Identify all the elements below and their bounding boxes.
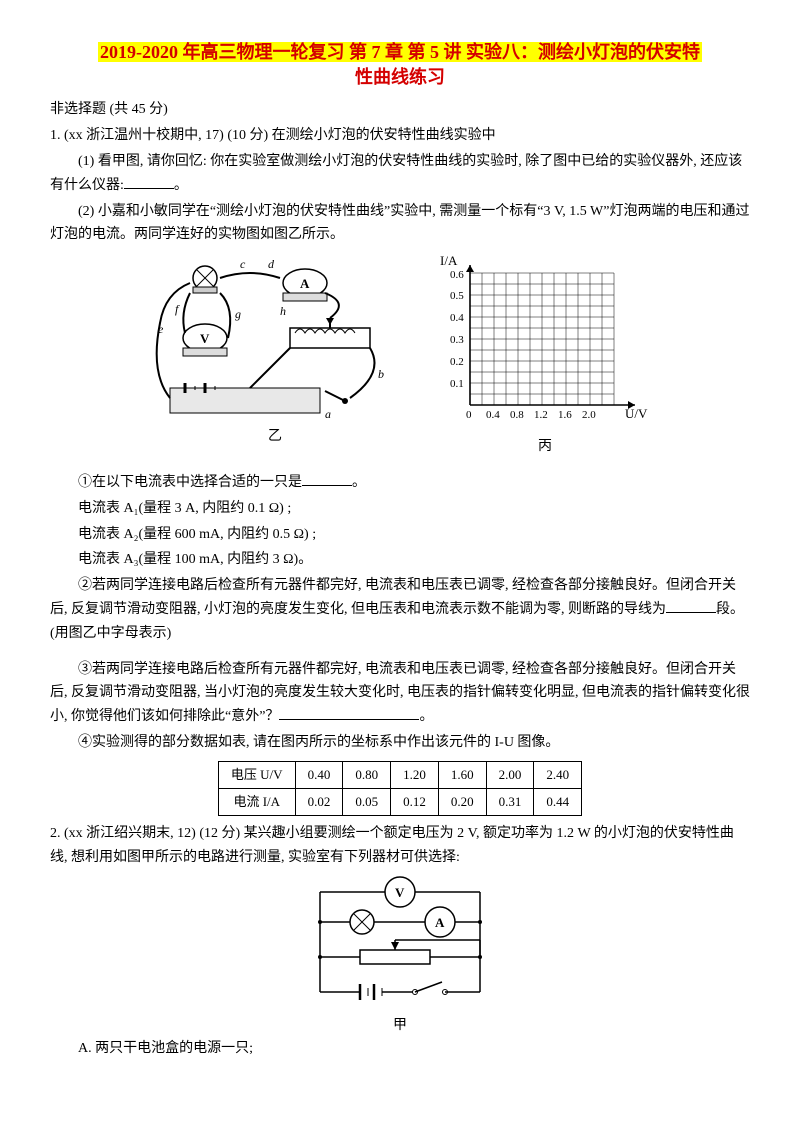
table-cell: 1.60 — [438, 761, 486, 788]
section-heading: 非选择题 (共 45 分) — [50, 98, 750, 122]
q1-s4: ④实验测得的部分数据如表, 请在图丙所示的坐标系中作出该元件的 I-U 图像。 — [50, 731, 750, 755]
chart-bing-svg: I/A — [440, 253, 650, 433]
svg-text:V: V — [395, 885, 405, 900]
q2-optA: A. 两只干电池盒的电源一只; — [50, 1037, 750, 1061]
svg-text:0.6: 0.6 — [450, 269, 464, 281]
q1-p1-end: 。 — [174, 178, 188, 193]
figure-row-1: e c d A V f g — [50, 253, 750, 459]
svg-text:b: b — [378, 367, 384, 381]
fig-jia-caption: 甲 — [50, 1014, 750, 1038]
svg-text:A: A — [300, 276, 310, 291]
q1-a2: 电流表 A₂(量程 600 mA, 内阻约 0.5 Ω) ; — [50, 523, 750, 547]
svg-text:V: V — [200, 331, 210, 346]
q1-s1-text: ①在以下电流表中选择合适的一只是 — [78, 475, 302, 490]
figure-yi: e c d A V f g — [150, 253, 400, 449]
svg-text:d: d — [268, 257, 275, 271]
data-table: 电压 U/V 0.40 0.80 1.20 1.60 2.00 2.40 电流 … — [218, 761, 582, 816]
q1-a1: 电流表 A₁(量程 3 A, 内阻约 0.1 Ω) ; — [50, 497, 750, 521]
table-cell: 0.20 — [438, 788, 486, 815]
table-cell: 0.05 — [343, 788, 391, 815]
table-cell: 电压 U/V — [218, 761, 295, 788]
table-cell: 0.31 — [486, 788, 534, 815]
table-cell: 1.20 — [391, 761, 439, 788]
q2-stem: 2. (xx 浙江绍兴期末, 12) (12 分) 某兴趣小组要测绘一个额定电压… — [50, 822, 750, 870]
svg-text:0.4: 0.4 — [450, 312, 464, 324]
table-cell: 2.00 — [486, 761, 534, 788]
table-cell: 0.02 — [295, 788, 343, 815]
table-cell: 电流 I/A — [218, 788, 295, 815]
svg-text:0.2: 0.2 — [450, 356, 464, 368]
svg-text:h: h — [280, 304, 286, 318]
svg-text:0.3: 0.3 — [450, 334, 464, 346]
q1-s2-text: ②若两同学连接电路后检查所有元器件都完好, 电流表和电压表已调零, 经检查各部分… — [50, 578, 736, 617]
q1-stem: 1. (xx 浙江温州十校期中, 17) (10 分) 在测绘小灯泡的伏安特性曲… — [50, 124, 750, 148]
q1-s3: ③若两同学连接电路后检查所有元器件都完好, 电流表和电压表已调零, 经检查各部分… — [50, 658, 750, 729]
q1-p1: (1) 看甲图, 请你回忆: 你在实验室做测绘小灯泡的伏安特性曲线的实验时, 除… — [50, 150, 750, 198]
svg-text:0.8: 0.8 — [510, 409, 524, 421]
svg-text:0.4: 0.4 — [486, 409, 500, 421]
q1-s1-end: 。 — [352, 475, 366, 490]
chart-xlabel: U/V — [625, 406, 648, 421]
svg-text:f: f — [175, 302, 180, 316]
table-cell: 0.12 — [391, 788, 439, 815]
figure-bing: I/A — [440, 253, 650, 459]
svg-text:e: e — [158, 322, 164, 336]
table-cell: 0.44 — [534, 788, 582, 815]
svg-text:0.1: 0.1 — [450, 378, 464, 390]
svg-text:a: a — [325, 407, 331, 421]
title-highlight: 2019-2020 年高三物理一轮复习 第 7 章 第 5 讲 实验八：测绘小灯… — [98, 42, 702, 62]
blank-field[interactable] — [124, 174, 174, 189]
svg-text:c: c — [240, 257, 246, 271]
q1-a3: 电流表 A₃(量程 100 mA, 内阻约 3 Ω)。 — [50, 548, 750, 572]
fig-bing-caption: 丙 — [440, 435, 650, 459]
fig-yi-caption: 乙 — [150, 425, 400, 449]
svg-text:A: A — [435, 915, 445, 930]
blank-field[interactable] — [279, 705, 419, 720]
chart-ylabel: I/A — [440, 253, 458, 268]
table-row: 电压 U/V 0.40 0.80 1.20 1.60 2.00 2.40 — [218, 761, 581, 788]
q1-s2: ②若两同学连接电路后检查所有元器件都完好, 电流表和电压表已调零, 经检查各部分… — [50, 574, 750, 645]
figure-jia: V A 甲 — [50, 872, 750, 1038]
blank-field[interactable] — [302, 471, 352, 486]
blank-field[interactable] — [666, 598, 716, 613]
circuit-yi-svg: e c d A V f g — [150, 253, 400, 423]
table-cell: 2.40 — [534, 761, 582, 788]
svg-text:0: 0 — [466, 409, 472, 421]
svg-text:g: g — [235, 307, 241, 321]
title-rest: 性曲线练习 — [355, 67, 445, 87]
svg-text:2.0: 2.0 — [582, 409, 596, 421]
svg-text:1.2: 1.2 — [534, 409, 548, 421]
circuit-jia-svg: V A — [300, 872, 500, 1012]
q1-p2: (2) 小嘉和小敏同学在“测绘小灯泡的伏安特性曲线”实验中, 需测量一个标有“3… — [50, 200, 750, 248]
table-cell: 0.40 — [295, 761, 343, 788]
table-cell: 0.80 — [343, 761, 391, 788]
q1-s1: ①在以下电流表中选择合适的一只是 。 — [50, 471, 750, 495]
table-row: 电流 I/A 0.02 0.05 0.12 0.20 0.31 0.44 — [218, 788, 581, 815]
svg-text:1.6: 1.6 — [558, 409, 572, 421]
svg-text:0.5: 0.5 — [450, 290, 464, 302]
q1-s3-end: 。 — [419, 709, 433, 724]
